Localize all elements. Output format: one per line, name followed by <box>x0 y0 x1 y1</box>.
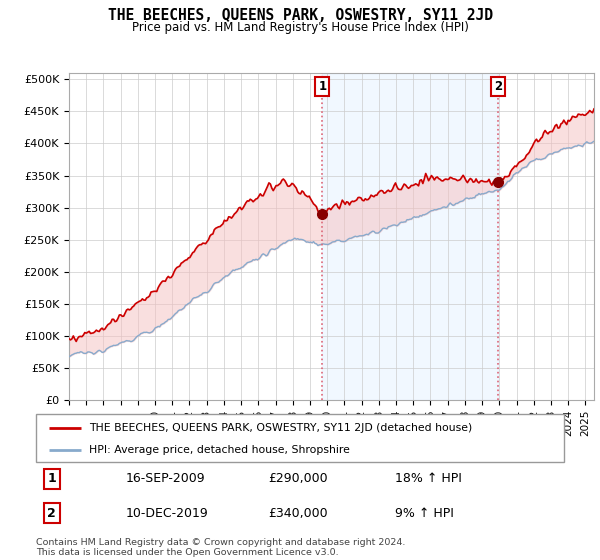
Text: Contains HM Land Registry data © Crown copyright and database right 2024.
This d: Contains HM Land Registry data © Crown c… <box>36 538 406 557</box>
FancyBboxPatch shape <box>36 414 564 462</box>
Text: 10-DEC-2019: 10-DEC-2019 <box>126 507 209 520</box>
Text: THE BEECHES, QUEENS PARK, OSWESTRY, SY11 2JD: THE BEECHES, QUEENS PARK, OSWESTRY, SY11… <box>107 8 493 24</box>
Text: 2: 2 <box>494 81 503 94</box>
Text: £290,000: £290,000 <box>268 473 328 486</box>
Text: 16-SEP-2009: 16-SEP-2009 <box>126 473 205 486</box>
Text: HPI: Average price, detached house, Shropshire: HPI: Average price, detached house, Shro… <box>89 445 350 455</box>
Text: 9% ↑ HPI: 9% ↑ HPI <box>395 507 454 520</box>
Text: 1: 1 <box>47 473 56 486</box>
Text: Price paid vs. HM Land Registry's House Price Index (HPI): Price paid vs. HM Land Registry's House … <box>131 21 469 34</box>
Text: £340,000: £340,000 <box>268 507 328 520</box>
Text: 1: 1 <box>319 81 326 94</box>
Text: THE BEECHES, QUEENS PARK, OSWESTRY, SY11 2JD (detached house): THE BEECHES, QUEENS PARK, OSWESTRY, SY11… <box>89 423 472 433</box>
Text: 18% ↑ HPI: 18% ↑ HPI <box>395 473 462 486</box>
Text: 2: 2 <box>47 507 56 520</box>
Bar <box>322 73 499 400</box>
